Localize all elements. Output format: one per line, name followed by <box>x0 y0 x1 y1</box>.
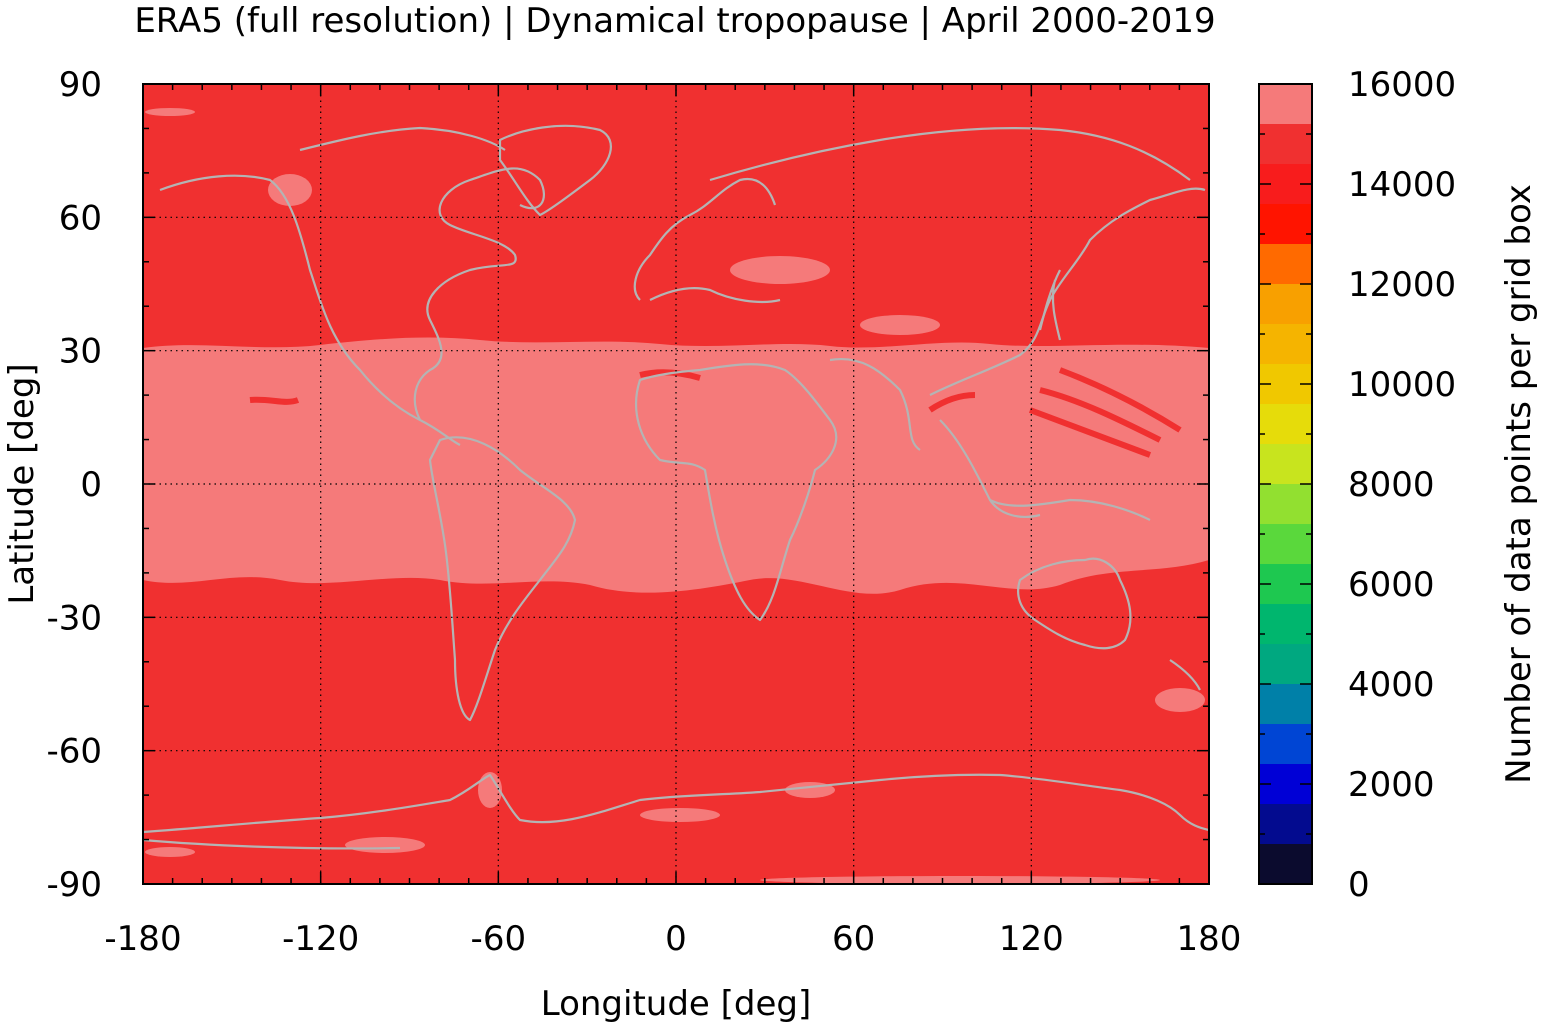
x-tick-label: -60 <box>471 919 527 959</box>
colorbar-swatch <box>1259 844 1312 884</box>
y-tick-label: -90 <box>46 865 102 905</box>
x-axis-label: Longitude [deg] <box>541 984 812 1024</box>
x-tick-label: -180 <box>104 919 181 959</box>
axis-ticks <box>142 83 1210 885</box>
x-tick-label: 120 <box>999 919 1064 959</box>
x-tick-label: 60 <box>832 919 875 959</box>
colorbar-swatch <box>1259 444 1312 484</box>
coastlines <box>143 124 1209 850</box>
colorbar-swatch <box>1259 84 1312 124</box>
colorbar-swatch <box>1259 684 1312 724</box>
colorbar-swatch <box>1259 644 1312 684</box>
colorbar-swatch <box>1259 724 1312 764</box>
y-tick-label: 90 <box>59 65 102 105</box>
colorbar-tick-label: 12000 <box>1348 265 1456 305</box>
y-tick-label: -30 <box>46 598 102 638</box>
colorbar-swatch <box>1259 244 1312 284</box>
colorbar-tick-label: 6000 <box>1348 565 1435 605</box>
colorbar-swatch <box>1259 204 1312 244</box>
x-tick-label: -120 <box>282 919 359 959</box>
y-tick-label: 30 <box>59 332 102 372</box>
colorbar-swatch <box>1259 284 1312 324</box>
colorbar-tick-label: 2000 <box>1348 765 1435 805</box>
chart-title: ERA5 (full resolution) | Dynamical tropo… <box>134 1 1215 41</box>
colorbar-tick-label: 10000 <box>1348 365 1456 405</box>
colorbar-tick-label: 8000 <box>1348 465 1435 505</box>
colorbar-swatch <box>1259 804 1312 844</box>
colorbar-swatch <box>1259 524 1312 564</box>
colorbar-ticks: 0 2000 4000 6000 8000 10000 12000 14000 16000 <box>1259 65 1456 905</box>
colorbar-swatch <box>1259 604 1312 644</box>
map-grid <box>143 84 1209 884</box>
colorbar-label: Number of data points per grid box <box>1499 184 1539 784</box>
colorbar-tick-label: 16000 <box>1348 65 1456 105</box>
colorbar-swatch <box>1259 324 1312 364</box>
colorbar-swatch <box>1259 484 1312 524</box>
x-tick-labels: -180 -120 -60 0 60 120 180 <box>104 919 1241 959</box>
colorbar-tick-label: 0 <box>1348 865 1370 905</box>
y-axis-label: Latitude [deg] <box>2 363 42 604</box>
x-tick-label: 180 <box>1177 919 1242 959</box>
map-panel <box>143 84 1209 884</box>
y-tick-label: -60 <box>46 732 102 772</box>
colorbar-tick-label: 4000 <box>1348 665 1435 705</box>
y-tick-label: 60 <box>59 198 102 238</box>
x-tick-label: 0 <box>665 919 687 959</box>
colorbar-tick-label: 14000 <box>1348 165 1456 205</box>
colorbar-swatch <box>1259 124 1312 164</box>
colorbar-swatch <box>1259 404 1312 444</box>
y-tick-label: 0 <box>80 465 102 505</box>
y-tick-labels: 90 60 30 0 -30 -60 -90 <box>46 65 102 905</box>
colorbar <box>1259 84 1312 884</box>
